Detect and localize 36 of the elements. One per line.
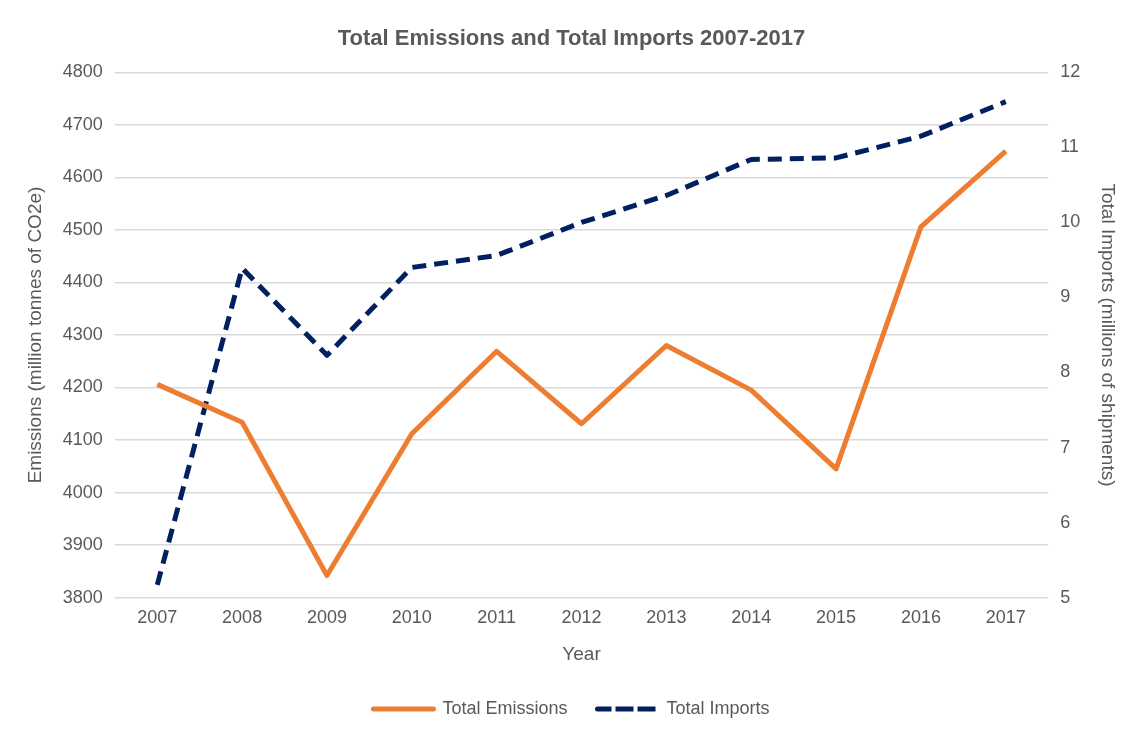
x-tick-label: 2014 — [731, 607, 772, 628]
y2-tick-label: 12 — [1060, 61, 1081, 82]
y-tick-label: 4400 — [62, 271, 103, 292]
y-tick-label: 4700 — [62, 113, 103, 134]
y-tick-label: 4500 — [62, 218, 103, 239]
y2-tick-label: 10 — [1060, 211, 1081, 232]
x-tick-label: 2013 — [646, 607, 687, 628]
x-axis-title: Year — [562, 642, 602, 664]
y-tick-label: 4200 — [62, 376, 103, 397]
y-tick-label: 4600 — [62, 166, 103, 187]
x-tick-label: 2009 — [306, 607, 347, 628]
x-tick-label: 2012 — [561, 607, 602, 628]
x-tick-label: 2016 — [900, 607, 941, 628]
y-tick-label: 3900 — [62, 534, 103, 555]
x-tick-label: 2017 — [985, 607, 1026, 628]
y2-axis-title: Total Imports (millions of shipments) — [1098, 183, 1120, 487]
x-tick-label: 2010 — [391, 607, 432, 628]
chart-title: Total Emissions and Total Imports 2007-2017 — [337, 25, 806, 51]
y-tick-label: 4000 — [62, 481, 103, 502]
y-tick-label: 3800 — [62, 586, 103, 607]
x-tick-label: 2008 — [222, 607, 263, 628]
y-tick-label: 4800 — [62, 61, 103, 82]
y-tick-label: 4100 — [62, 429, 103, 450]
y2-tick-label: 9 — [1060, 286, 1071, 307]
legend-label: Total Imports — [666, 697, 770, 718]
y2-tick-label: 7 — [1060, 436, 1071, 457]
y2-tick-label: 11 — [1060, 136, 1079, 157]
y2-tick-label: 8 — [1060, 361, 1071, 382]
x-tick-label: 2015 — [816, 607, 857, 628]
y-axis-title: Emissions (million tonnes of CO2e) — [23, 186, 45, 484]
y-tick-label: 4300 — [62, 323, 103, 344]
x-tick-label: 2007 — [137, 607, 178, 628]
x-tick-label: 2011 — [477, 607, 517, 628]
y2-tick-label: 6 — [1060, 511, 1071, 532]
y2-tick-label: 5 — [1060, 586, 1071, 607]
legend-label: Total Emissions — [442, 697, 568, 718]
